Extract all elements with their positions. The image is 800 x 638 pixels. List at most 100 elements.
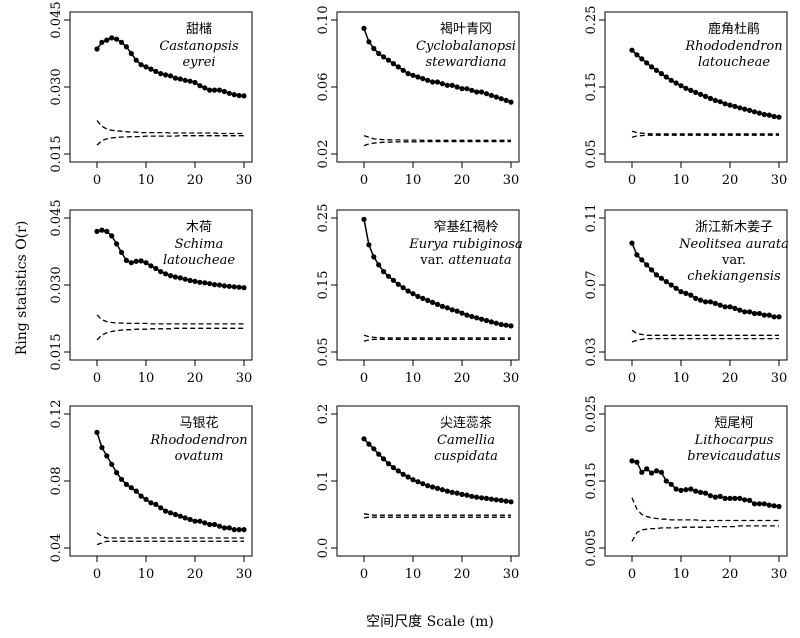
- observed-point: [390, 465, 396, 471]
- observed-point: [177, 275, 183, 281]
- observed-point: [143, 496, 149, 502]
- observed-point: [99, 444, 105, 451]
- observed-point: [177, 76, 183, 82]
- observed-point: [114, 241, 120, 247]
- observed-point: [405, 474, 411, 480]
- observed-point: [133, 57, 139, 63]
- x-tick-label: 30: [503, 371, 520, 386]
- species-name-text: Neolitsea aurata: [678, 237, 789, 252]
- species-chinese-name: 木荷: [186, 220, 212, 235]
- observed-point: [474, 315, 480, 321]
- observed-point: [197, 83, 203, 89]
- observed-point: [644, 466, 650, 472]
- species-name-line: Camellia: [437, 433, 495, 448]
- envelope-lower: [96, 540, 244, 546]
- envelope-lower: [96, 327, 244, 341]
- x-tick-label: 0: [93, 173, 101, 188]
- species-name-line: Lithocarpus: [694, 433, 774, 448]
- observed-point: [366, 441, 372, 447]
- species-name-line: var.: [721, 253, 746, 268]
- observed-point: [698, 91, 704, 97]
- species-chinese-name: 浙江新木姜子: [695, 219, 773, 235]
- observed-point: [177, 513, 183, 519]
- observed-point: [216, 87, 223, 93]
- observed-point: [663, 279, 669, 285]
- observed-line: [631, 460, 780, 508]
- y-tick-label: 0.07: [584, 271, 599, 300]
- x-tick-label: 20: [722, 173, 739, 188]
- observed-point: [138, 493, 144, 499]
- species-name-line: Rhododendron: [684, 39, 782, 54]
- observed-point: [732, 305, 738, 311]
- observed-point: [747, 309, 753, 315]
- species-name-text: chekiangensis: [687, 269, 781, 284]
- x-tick-label: 20: [454, 371, 471, 386]
- species-chinese-name: 马银花: [179, 415, 218, 431]
- observed-point: [226, 525, 232, 531]
- observed-point: [231, 284, 237, 290]
- observed-point: [187, 277, 193, 284]
- observed-point: [410, 72, 416, 78]
- species-name-text: Rhododendron: [149, 433, 247, 448]
- observed-point: [104, 37, 110, 43]
- species-name-line: var. attenuata: [419, 253, 511, 268]
- species-name-text: cuspidata: [434, 449, 498, 464]
- species-name-line: eyrei: [182, 55, 215, 70]
- observed-point: [707, 493, 714, 499]
- y-tick-label: 0.08: [49, 467, 64, 496]
- y-tick-label: 0.015: [584, 462, 599, 499]
- observed-point: [153, 265, 159, 272]
- x-tick-label: 0: [93, 371, 101, 386]
- observed-point: [420, 76, 426, 82]
- observed-point: [163, 271, 169, 277]
- species-name-text: Cyclobalanopsi: [416, 39, 516, 54]
- observed-point: [639, 56, 645, 62]
- observed-point: [123, 257, 129, 263]
- y-tick-label: 0.025: [584, 395, 599, 432]
- observed-point: [430, 299, 436, 305]
- observed-point: [109, 35, 115, 41]
- y-tick-label: 0.015: [49, 135, 64, 172]
- observed-point: [742, 497, 748, 503]
- envelope-lower: [96, 135, 244, 146]
- observed-point: [207, 521, 213, 528]
- observed-point: [668, 481, 674, 487]
- observed-point: [405, 71, 411, 77]
- y-tick-label: 0.05: [316, 338, 331, 367]
- observed-point: [493, 497, 499, 503]
- observed-point: [683, 487, 689, 493]
- observed-point: [182, 77, 188, 83]
- envelope-upper: [96, 532, 244, 539]
- observed-point: [197, 279, 203, 285]
- observed-line: [363, 219, 512, 327]
- species-name-text: stewardiana: [425, 55, 506, 70]
- observed-point: [766, 312, 772, 318]
- observed-point: [737, 495, 743, 501]
- observed-point: [479, 316, 485, 322]
- observed-point: [493, 320, 499, 326]
- species-name-text: Rhododendron: [684, 39, 782, 54]
- observed-point: [508, 99, 514, 105]
- observed-point: [439, 487, 445, 493]
- observed-point: [649, 267, 655, 273]
- x-tick-label: 0: [93, 567, 101, 582]
- observed-point: [644, 60, 650, 66]
- y-tick-label: 0.030: [49, 68, 64, 105]
- observed-point: [207, 87, 213, 93]
- x-tick-label: 0: [360, 567, 368, 582]
- observed-point: [479, 89, 485, 95]
- envelope-lower: [363, 338, 511, 342]
- observed-point: [717, 493, 723, 499]
- observed-point: [400, 285, 406, 291]
- species-name-line: chekiangensis: [687, 269, 781, 284]
- x-tick-label: 10: [405, 173, 422, 188]
- species-name-text: var.: [721, 253, 746, 268]
- observed-point: [153, 501, 159, 507]
- observed-point: [128, 260, 134, 266]
- observed-point: [371, 446, 377, 452]
- observed-point: [649, 64, 655, 70]
- observed-point: [732, 495, 738, 501]
- y-tick-label: 0.2: [316, 404, 331, 425]
- observed-point: [226, 283, 232, 289]
